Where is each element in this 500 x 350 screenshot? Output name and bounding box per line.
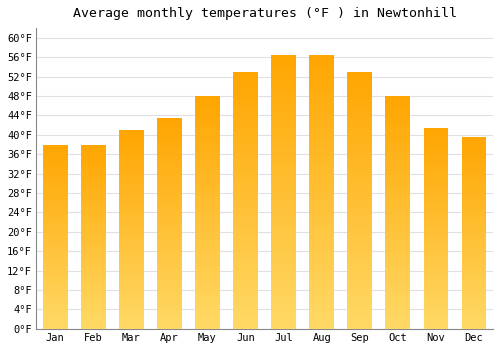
Title: Average monthly temperatures (°F ) in Newtonhill: Average monthly temperatures (°F ) in Ne… [72,7,456,20]
